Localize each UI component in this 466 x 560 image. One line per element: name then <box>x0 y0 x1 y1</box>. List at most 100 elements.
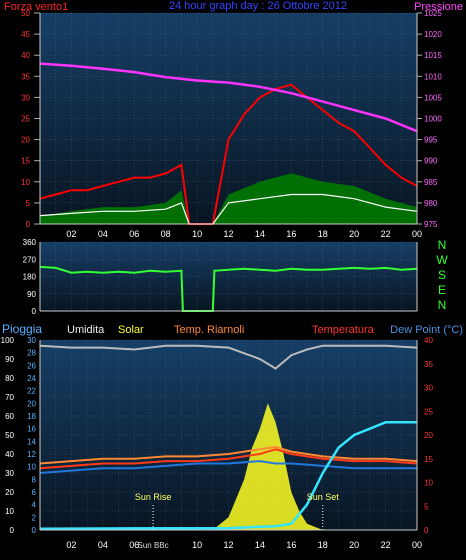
x-tick-label: 12 <box>223 229 233 239</box>
wind-speed-line <box>39 83 418 225</box>
humidity-y-tick: 10 <box>5 507 14 516</box>
temperature-line <box>39 448 418 470</box>
x-tick-label: 00 <box>412 540 422 550</box>
pressure-line <box>39 62 418 133</box>
direction-y-tick: 360 <box>23 238 37 247</box>
wind-y-tick: 15 <box>21 157 30 166</box>
humidity-y-tick: 90 <box>5 355 14 364</box>
compass-letter: N <box>438 298 447 312</box>
humidity-line <box>39 344 418 370</box>
humidity-y-tick: 40 <box>5 450 14 459</box>
sun-rise-label: Sun Rise <box>135 492 172 502</box>
x-tick-label: 12 <box>223 540 233 550</box>
grid-lines <box>40 12 417 531</box>
pressure-y-tick: 975 <box>424 220 438 229</box>
rain-axis-title: Pioggia <box>2 322 42 336</box>
temp-y-tick: 40 <box>424 336 433 345</box>
humidity-y-tick: 70 <box>5 393 14 402</box>
solar-legend: Solar <box>118 324 144 336</box>
x-tick-label: 20 <box>349 229 359 239</box>
temp-y-tick: 0 <box>424 526 429 535</box>
pressure-y-tick: 980 <box>424 199 438 208</box>
temp-y-tick: 10 <box>424 479 433 488</box>
rain-y-tick: 22 <box>27 387 36 396</box>
direction-y-tick: 90 <box>27 290 36 299</box>
temp-y-tick: 20 <box>424 431 433 440</box>
x-tick-label: 10 <box>192 229 202 239</box>
dewpoint-line <box>39 460 417 474</box>
temp-y-tick: 25 <box>424 407 433 416</box>
compass-letter: W <box>436 253 448 267</box>
x-tick-label: 16 <box>286 540 296 550</box>
x-tick-label: 02 <box>66 540 76 550</box>
humidity-y-tick: 60 <box>5 412 14 421</box>
temperature-legend: Temperatura <box>312 324 375 336</box>
wind-y-tick: 40 <box>21 51 30 60</box>
pressure-y-tick: 985 <box>424 178 438 187</box>
wind-y-tick: 20 <box>21 136 30 145</box>
humidity-y-tick: 100 <box>1 336 15 345</box>
temp-y-tick: 30 <box>424 384 433 393</box>
rain-y-tick: 20 <box>27 399 36 408</box>
wind-direction-panel <box>40 242 417 311</box>
x-tick-label: 02 <box>66 229 76 239</box>
pressure-y-tick: 1020 <box>424 30 442 39</box>
rain-y-tick: 18 <box>27 412 36 421</box>
compass-letter: E <box>438 283 446 297</box>
chart-title: 24 hour graph day : 26 Ottobre 2012 <box>169 0 347 12</box>
compass-letter: S <box>438 268 446 282</box>
wind-y-tick: 30 <box>21 93 30 102</box>
x-tick-label: 08 <box>161 229 171 239</box>
wind-y-tick: 45 <box>21 30 30 39</box>
pressure-y-tick: 1015 <box>424 51 442 60</box>
rain-y-tick: 14 <box>27 437 36 446</box>
direction-y-tick: 270 <box>23 255 37 264</box>
pressure-y-tick: 1025 <box>424 9 442 18</box>
rain-y-tick: 6 <box>32 488 37 497</box>
rain-y-tick: 16 <box>27 425 36 434</box>
rain-y-tick: 2 <box>32 513 37 522</box>
x-tick-label: 00 <box>412 229 422 239</box>
direction-y-tick: 180 <box>23 273 37 282</box>
temp-riarnoli-legend: Temp. Riarnoli <box>174 324 244 336</box>
rain-line <box>39 421 417 530</box>
rain-y-tick: 12 <box>27 450 36 459</box>
temp-riarnoli-line <box>39 445 418 465</box>
x-tick-label: 10 <box>192 540 202 550</box>
rain-y-tick: 4 <box>32 501 37 510</box>
x-tick-label: 20 <box>349 540 359 550</box>
rain-y-tick: 28 <box>27 349 36 358</box>
humidity-legend: Umidita <box>67 324 105 336</box>
humidity-y-tick: 20 <box>5 488 14 497</box>
dewpoint-legend: Dew Point (°C) <box>390 324 463 336</box>
wind-y-tick: 0 <box>26 220 31 229</box>
direction-y-tick: 0 <box>32 307 37 316</box>
pressure-y-tick: 1000 <box>424 115 442 124</box>
x-tick-label: 04 <box>98 540 108 550</box>
temp-y-tick: 5 <box>424 502 429 511</box>
temperature-panel <box>40 340 417 530</box>
humidity-y-tick: 0 <box>10 526 15 535</box>
wind-y-tick: 50 <box>21 9 30 18</box>
pressure-y-tick: 1010 <box>424 72 442 81</box>
rain-y-tick: 30 <box>27 336 36 345</box>
rain-y-tick: 10 <box>27 463 36 472</box>
rain-y-tick: 26 <box>27 361 36 370</box>
solar-area <box>212 403 323 530</box>
rain-y-tick: 24 <box>27 374 36 383</box>
x-tick-label: 04 <box>98 229 108 239</box>
x-tick-label: 14 <box>255 540 265 550</box>
rain-y-tick: 0 <box>32 526 37 535</box>
x-tick-label: 22 <box>381 540 391 550</box>
x-tick-label: 06 <box>129 229 139 239</box>
wind-y-tick: 5 <box>26 199 31 208</box>
x-tick-label: 06 <box>129 540 139 550</box>
wind-speed-axis-title: Forza vento1 <box>4 1 68 13</box>
wind-y-tick: 25 <box>21 115 30 124</box>
humidity-y-tick: 30 <box>5 469 14 478</box>
x-tick-label: 16 <box>286 229 296 239</box>
